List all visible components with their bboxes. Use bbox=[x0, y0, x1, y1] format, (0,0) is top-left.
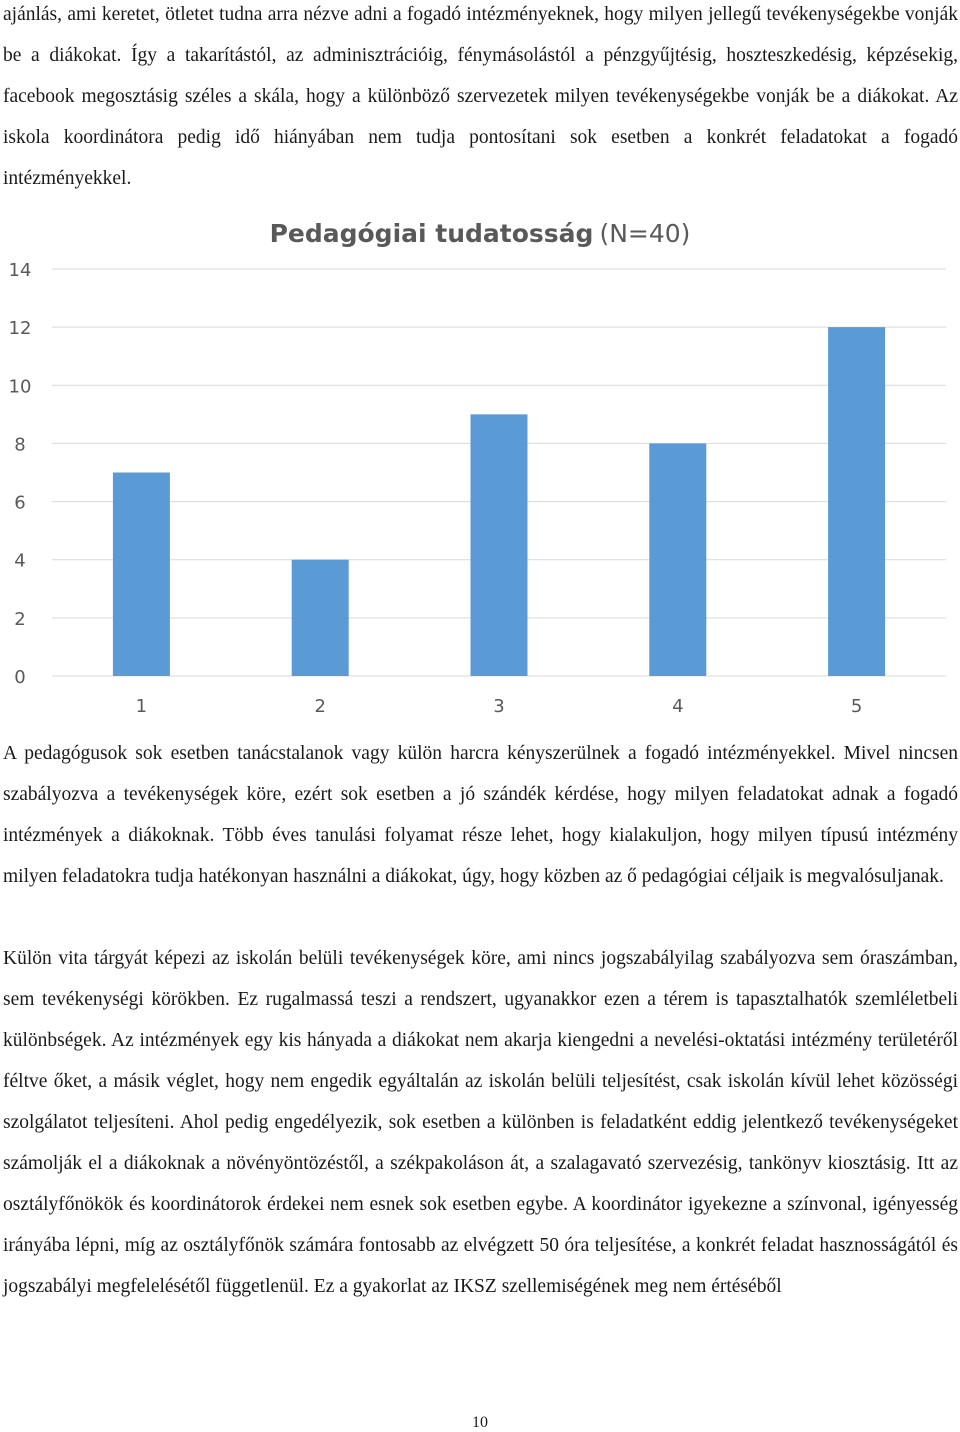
x-tick-label: 1 bbox=[136, 696, 147, 717]
x-tick-label: 5 bbox=[851, 696, 862, 717]
bar bbox=[470, 414, 528, 676]
bar bbox=[649, 443, 707, 676]
closing-paragraph: Külön vita tárgyát képezi az iskolán bel… bbox=[3, 948, 958, 1297]
bar-chart: Pedagógiai tudatosság (N=40) 02468101214 … bbox=[9, 219, 946, 717]
x-tick-label: 3 bbox=[493, 696, 504, 717]
x-tick-label: 2 bbox=[314, 696, 325, 717]
page-number: 10 bbox=[472, 1414, 488, 1431]
y-tick-label: 4 bbox=[14, 551, 25, 572]
y-tick-label: 10 bbox=[9, 376, 32, 397]
x-axis-ticks: 1 2 3 4 5 bbox=[136, 696, 863, 717]
y-tick-label: 0 bbox=[14, 667, 25, 688]
bar bbox=[112, 472, 170, 676]
chart-bars bbox=[112, 327, 886, 676]
y-tick-label: 6 bbox=[14, 493, 25, 514]
y-tick-label: 12 bbox=[9, 318, 32, 339]
y-tick-label: 14 bbox=[9, 260, 32, 281]
bar bbox=[291, 559, 349, 676]
y-tick-label: 8 bbox=[14, 434, 25, 455]
after-chart-paragraph: A pedagógusok sok esetben tanácstalanok … bbox=[3, 743, 958, 887]
x-tick-label: 4 bbox=[672, 696, 683, 717]
chart-title-suffix: (N=40) bbox=[599, 219, 690, 248]
bar bbox=[828, 327, 886, 676]
chart-title-main: Pedagógiai tudatosság bbox=[270, 219, 594, 248]
y-tick-label: 2 bbox=[14, 609, 25, 630]
chart-title: Pedagógiai tudatosság (N=40) bbox=[270, 219, 691, 248]
y-axis-ticks: 0 2 4 6 8 10 12 14 bbox=[9, 260, 32, 688]
intro-paragraph: ajánlás, ami keretet, ötletet tudna arra… bbox=[3, 4, 958, 189]
